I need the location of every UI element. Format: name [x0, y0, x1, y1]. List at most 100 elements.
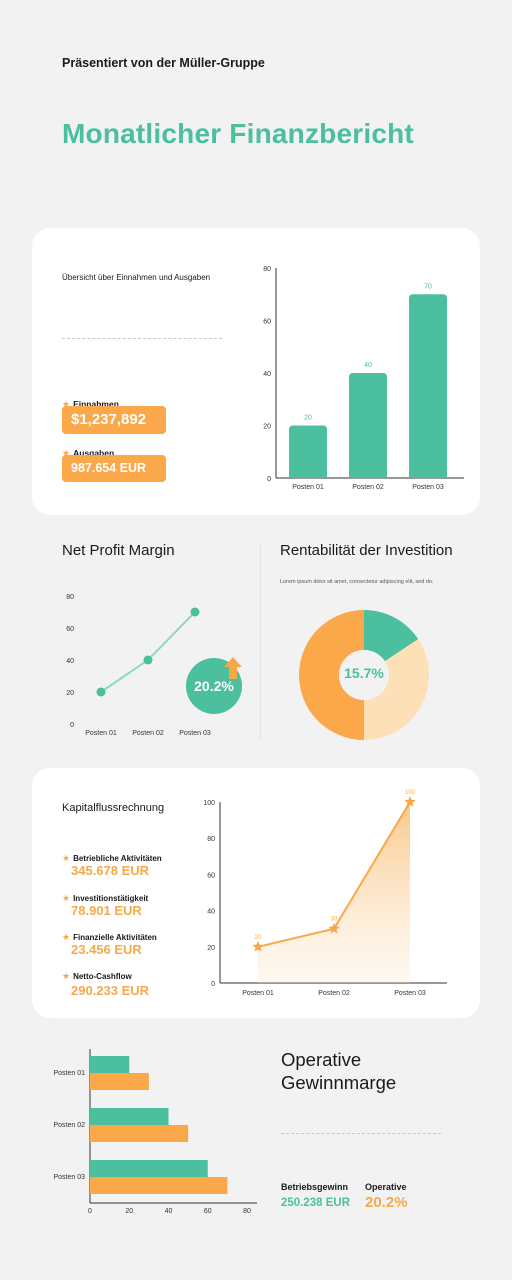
expense-label-row: ★ Ausgaben	[62, 443, 114, 461]
investment-donut-chart	[299, 610, 429, 740]
operating-stat2-value: 20.2%	[365, 1194, 408, 1211]
x-tick-label: Posten 01	[242, 990, 274, 997]
x-tick-label: Posten 01	[85, 730, 117, 737]
x-tick-label: 20	[125, 1208, 133, 1215]
cashflow-card: Kapitalflussrechnung ★ Betriebliche Aktiv…	[32, 768, 480, 1018]
operating-stat1-label: Betriebsgewinn	[281, 1182, 349, 1192]
y-tick-label: 100	[203, 800, 215, 807]
bar	[90, 1160, 208, 1177]
star-icon	[252, 940, 264, 952]
x-tick-label: Posten 03	[394, 990, 426, 997]
bar	[90, 1073, 149, 1090]
data-label: 70	[424, 283, 432, 290]
overview-card: Übersicht über Einnahmen und Ausgaben ★ E…	[32, 228, 480, 515]
star-icon	[404, 796, 416, 807]
cashflow-item-label-3: ★ Netto-Cashflow	[62, 971, 132, 981]
y-tick-label: Posten 01	[53, 1070, 85, 1077]
operating-title-line1: Operative	[281, 1049, 362, 1070]
operating-stat1-value: 250.238 EUR	[281, 1197, 351, 1209]
profit-margin-title: Net Profit Margin	[62, 542, 175, 559]
operating-title-line2: Gewinnmarge	[281, 1072, 397, 1093]
y-tick-label: 60	[263, 319, 271, 326]
star-icon: ★	[62, 399, 71, 409]
x-tick-label: Posten 02	[352, 484, 384, 491]
divider	[62, 338, 222, 339]
y-tick-label: Posten 02	[53, 1122, 85, 1129]
cashflow-area-chart: 0 20 40 60 80 100 20 Posten 01 30 Posten 02 100 Pos…	[203, 790, 447, 997]
cashflow-item-label-0: ★ Betriebliche Aktivitäten	[62, 853, 162, 863]
cashflow-item-value-1: 78.901 EUR	[71, 903, 142, 918]
data-label: 20	[255, 935, 262, 941]
y-tick-label: 40	[66, 658, 74, 665]
income-value: $1,237,892	[62, 406, 166, 434]
operating-stat2-label: Operative	[365, 1182, 407, 1192]
y-tick-label: 20	[207, 945, 215, 952]
y-tick-label: 40	[207, 909, 215, 916]
pie-slice	[299, 610, 364, 740]
income-label: Einnahmen	[73, 399, 119, 409]
donut-hole	[339, 650, 389, 700]
x-tick-label: Posten 03	[412, 484, 444, 491]
star-icon: ★	[62, 932, 71, 942]
investment-caption: Lorem ipsum dolor sit amet, consectetur …	[280, 579, 434, 585]
cashflow-item-value-2: 23.456 EUR	[71, 942, 142, 957]
expense-value: 987.654 EUR	[62, 455, 166, 482]
x-tick-label: 60	[204, 1208, 212, 1215]
y-tick-label: 80	[207, 836, 215, 843]
bar	[90, 1125, 189, 1142]
x-tick-label: Posten 02	[318, 990, 350, 997]
overview-subtitle: Übersicht über Einnahmen und Ausgaben	[62, 273, 211, 282]
y-tick-label: 40	[263, 371, 271, 378]
cashflow-item-value-3: 290.233 EUR	[71, 983, 150, 998]
profit-line-chart: 0 20 40 60 80 Posten 01 Posten 02 Posten 03	[66, 594, 211, 737]
star-icon	[328, 922, 340, 934]
page-title: Monatlicher Finanzbericht	[62, 118, 414, 149]
divider	[281, 1133, 441, 1134]
data-point	[190, 607, 200, 617]
x-tick-label: Posten 03	[179, 730, 211, 737]
data-point	[96, 687, 106, 697]
x-tick-label: 40	[165, 1208, 173, 1215]
cashflow-item-value-0: 345.678 EUR	[71, 863, 150, 878]
star-icon: ★	[62, 448, 71, 458]
data-label: 40	[364, 362, 372, 369]
income-label-row: ★ Einnahmen	[62, 394, 119, 412]
y-tick-label: 80	[66, 594, 74, 601]
data-point	[143, 655, 153, 665]
bar	[90, 1108, 169, 1125]
y-tick-label: 20	[66, 690, 74, 697]
y-tick-label: 20	[263, 424, 271, 431]
x-tick-label: 80	[243, 1208, 251, 1215]
bar	[409, 294, 447, 478]
series-line	[100, 611, 196, 693]
pie-slice	[364, 639, 429, 740]
data-label: 20	[304, 415, 312, 422]
operating-title: Operative Gewinnmarge	[281, 1048, 396, 1094]
arrow-up-icon	[224, 657, 242, 679]
investment-center-label: 15.7%	[344, 665, 384, 681]
y-tick-label: 60	[66, 626, 74, 633]
star-icon: ★	[62, 893, 71, 903]
data-label: 30	[331, 917, 338, 923]
cashflow-title: Kapitalflussrechnung	[62, 802, 165, 814]
y-tick-label: 0	[267, 476, 271, 483]
cashflow-item-label-1: ★ Investitionstätigkeit	[62, 893, 149, 903]
y-tick-label: 0	[211, 981, 215, 988]
x-tick-label: 0	[88, 1208, 92, 1215]
investment-title: Rentabilität der Investition	[280, 542, 453, 559]
y-tick-label: 80	[263, 266, 271, 273]
star-icon: ★	[62, 971, 71, 981]
bar	[90, 1177, 228, 1194]
revenue-bar-chart: 0 20 40 60 80 20 Posten 01 40 Posten 02 70 Posten …	[263, 266, 464, 491]
cashflow-item-label-2: ★ Finanzielle Aktivitäten	[62, 932, 157, 942]
expense-label: Ausgaben	[73, 448, 115, 458]
star-icon: ★	[62, 853, 71, 863]
y-tick-label: Posten 03	[53, 1174, 85, 1181]
y-tick-label: 0	[70, 722, 74, 729]
presented-by: Präsentiert von der Müller-Gruppe	[62, 56, 265, 70]
x-tick-label: Posten 01	[292, 484, 324, 491]
operating-hbar-chart: 0 20 40 60 80 Posten 01 Posten 02 Posten 03	[53, 1049, 257, 1215]
data-label: 100	[405, 790, 416, 796]
pie-slice	[364, 610, 419, 662]
bar	[90, 1056, 130, 1073]
